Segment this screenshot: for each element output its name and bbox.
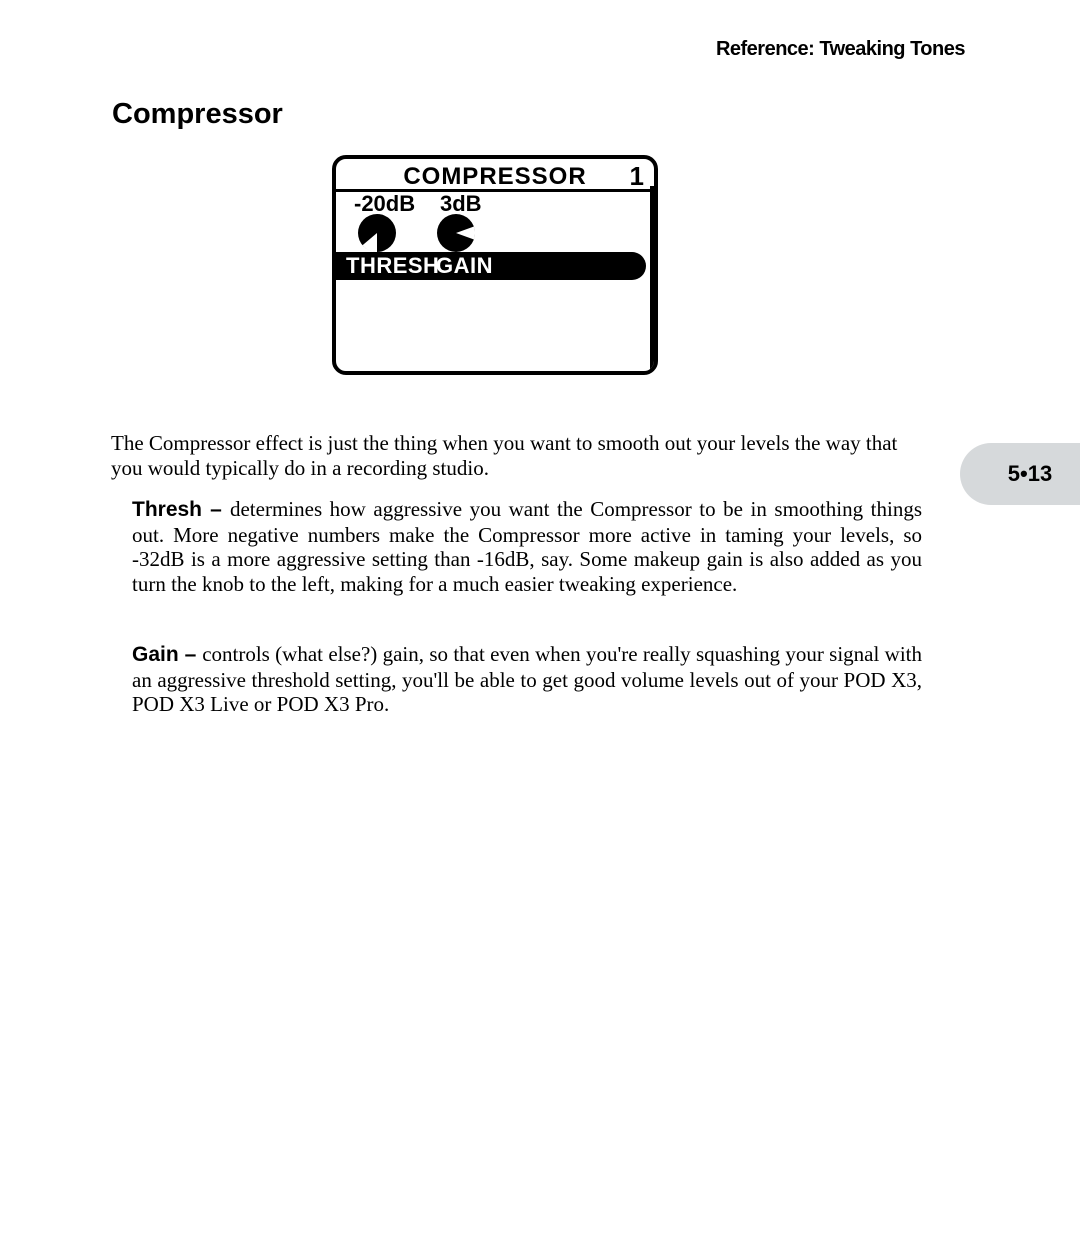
panel-title: COMPRESSOR (336, 163, 654, 191)
intro-paragraph: The Compressor effect is just the thing … (111, 431, 921, 480)
panel-number: 1 (630, 161, 644, 192)
thresh-description: determines how aggressive you want the C… (132, 497, 922, 596)
gain-description: controls (what else?) gain, so that even… (132, 642, 922, 716)
gain-paragraph: Gain – controls (what else?) gain, so th… (132, 642, 922, 717)
thresh-knob[interactable] (357, 213, 397, 253)
thresh-term: Thresh – (132, 498, 230, 521)
gain-term: Gain – (132, 643, 202, 666)
scroll-indicator (650, 186, 658, 372)
page-number: 5•13 (1008, 461, 1052, 487)
gain-knob[interactable] (436, 213, 476, 253)
page-number-tab: 5•13 (960, 443, 1080, 505)
thresh-label: THRESH (346, 253, 439, 279)
gain-label: GAIN (436, 253, 493, 279)
header-reference: Reference: Tweaking Tones (716, 38, 965, 61)
section-title: Compressor (112, 98, 283, 131)
thresh-paragraph: Thresh – determines how aggressive you w… (132, 497, 922, 596)
label-bar: THRESH GAIN (336, 252, 646, 280)
compressor-panel: COMPRESSOR 1 -20dB 3dB THRESH GAIN (332, 155, 658, 375)
